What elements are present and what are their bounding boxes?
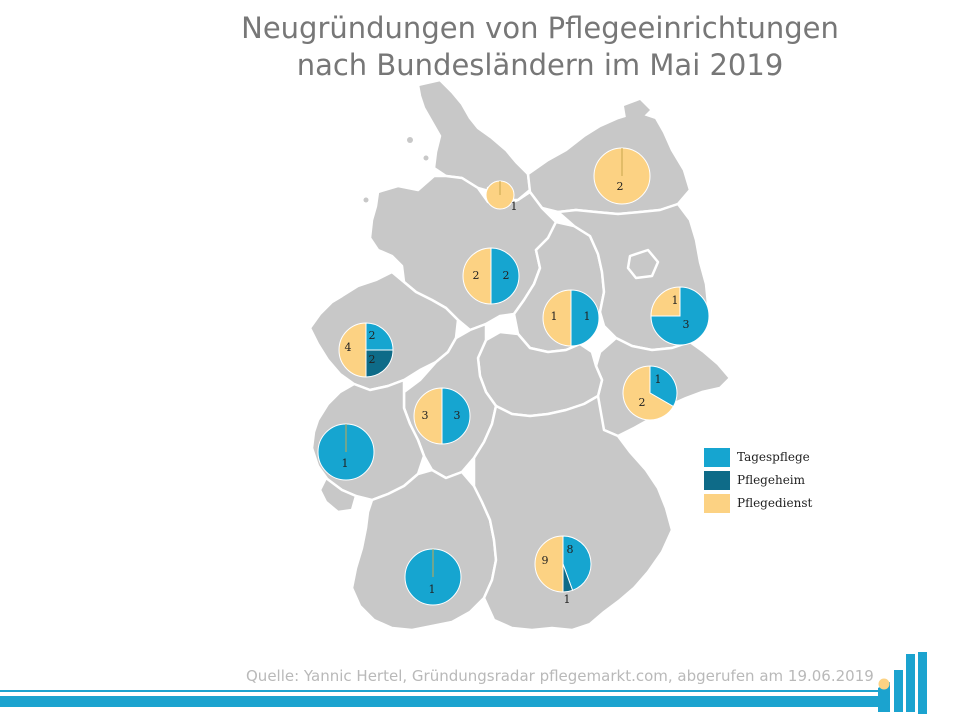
legend-label: Tagespflege: [737, 450, 810, 464]
pie-slice-tagespflege: [441, 387, 471, 445]
pie-value-label: 2: [617, 180, 624, 193]
pie-slice-pflegedienst: [542, 289, 572, 347]
legend-swatch: [704, 447, 730, 467]
pie-value-label: 2: [473, 269, 480, 282]
pie-slice-tagespflege: [570, 289, 600, 347]
pie-slice-tagespflege: [490, 247, 520, 305]
pie-slice-pflegeheim: [365, 349, 394, 378]
island-dot: [407, 137, 413, 143]
legend-item-pflegedienst: Pflegedienst: [704, 492, 812, 514]
pie-slice-pflegedienst: [338, 322, 367, 378]
pie-slice-pflegedienst: [534, 535, 564, 593]
legend: Tagespflege Pflegeheim Pflegedienst: [704, 446, 812, 515]
chart-title: Neugründungen von Pflegeeinrichtungen na…: [120, 10, 960, 84]
pie-value-label: 1: [342, 457, 349, 470]
pie-slice-tagespflege: [562, 535, 592, 591]
legend-swatch: [704, 493, 730, 513]
pie-value-label: 1: [511, 200, 518, 213]
island-dot: [381, 193, 387, 199]
source-note: Quelle: Yannic Hertel, Gründungsradar pf…: [246, 667, 874, 685]
footer-bar-thin: [0, 690, 880, 692]
legend-item-tagespflege: Tagespflege: [704, 446, 812, 468]
footer-bar: [0, 696, 880, 707]
pie-slice-tagespflege: [365, 322, 394, 351]
state-bayern: [472, 394, 674, 632]
pie-value-label: 1: [584, 310, 591, 323]
pie-value-label: 9: [542, 554, 549, 567]
pie-value-label: 1: [672, 294, 679, 307]
pie-value-label: 2: [503, 269, 510, 282]
legend-swatch: [704, 470, 730, 490]
legend-label: Pflegedienst: [737, 496, 813, 510]
pie-value-label: 3: [454, 409, 461, 422]
island-dot: [423, 155, 429, 161]
pie-value-label: 8: [567, 543, 574, 556]
pie-slice-pflegedienst: [650, 286, 681, 317]
pie-value-label: 3: [422, 409, 429, 422]
title-line-1: Neugründungen von Pflegeeinrichtungen: [241, 11, 839, 45]
state-saarland: [318, 476, 358, 514]
pie-slice-pflegedienst: [413, 387, 443, 445]
pie-slice-pflegedienst: [462, 247, 492, 305]
island-dot: [363, 197, 369, 203]
pie-value-label: 4: [345, 341, 352, 354]
pie-value-label: 1: [564, 593, 571, 606]
pie-value-label: 1: [429, 583, 436, 596]
pie-slice-pflegedienst: [622, 365, 675, 421]
title-line-2: nach Bundesländern im Mai 2019: [296, 48, 784, 82]
legend-label: Pflegeheim: [737, 473, 806, 487]
pie-value-label: 3: [683, 318, 690, 331]
pie-value-label: 2: [639, 396, 646, 409]
pie-value-label: 1: [655, 373, 662, 386]
pie-value-label: 1: [551, 310, 558, 323]
state-berlin: [626, 248, 660, 280]
pie-slice-tagespflege: [650, 286, 710, 346]
island-ruegen: [624, 100, 650, 120]
legend-item-pflegeheim: Pflegeheim: [704, 469, 812, 491]
pie-value-label: 2: [369, 353, 376, 366]
pie-value-label: 2: [369, 329, 376, 342]
company-logo: [878, 652, 927, 714]
